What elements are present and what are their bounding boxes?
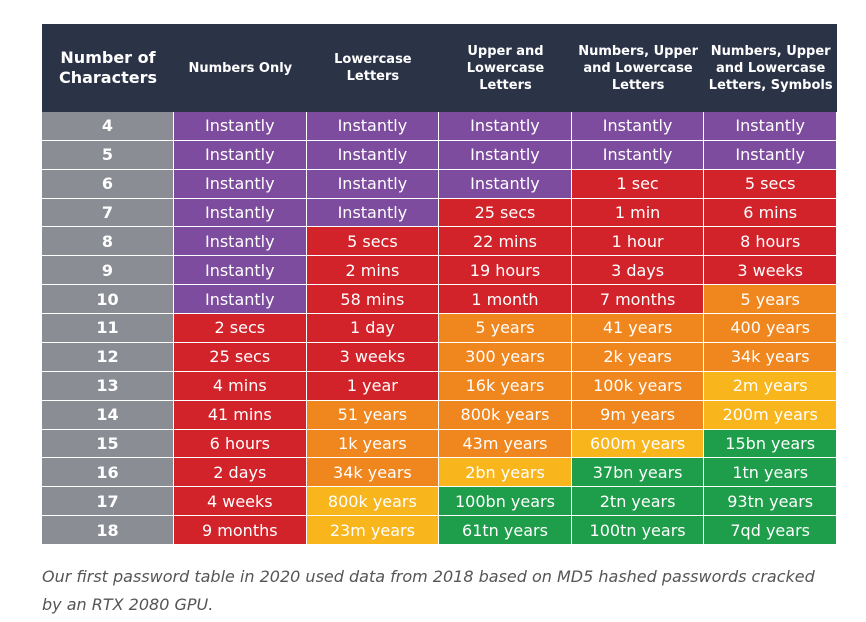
table-cell: Instantly <box>174 198 307 228</box>
caption: Our first password table in 2020 used da… <box>42 567 815 614</box>
table-cell: 7qd years <box>704 516 837 545</box>
table-cell: 800k years <box>306 487 440 517</box>
row-header: 18 <box>42 516 174 545</box>
table-cell: 1 month <box>439 285 572 315</box>
table-cell: 61tn years <box>439 516 572 545</box>
table-cell: 16k years <box>439 371 572 401</box>
table-cell: 100k years <box>571 371 705 401</box>
table-cell: 1 hour <box>571 227 705 257</box>
table-cell: Instantly <box>174 169 307 199</box>
table-cell: 5 years <box>704 285 837 315</box>
table-cell: 300 years <box>439 342 572 372</box>
table-cell: 25 secs <box>174 342 307 372</box>
table-cell: 34k years <box>704 342 837 372</box>
table-cell: 2 secs <box>174 314 307 343</box>
table-cell: 2 mins <box>306 256 440 286</box>
table-cell: 2bn years <box>439 458 572 488</box>
table-cell: 7 months <box>571 285 705 315</box>
table-cell: 4 weeks <box>174 487 307 517</box>
table-cell: 41 years <box>571 314 705 343</box>
column-header: Lowercase Letters <box>306 24 440 112</box>
table-cell: Instantly <box>571 140 705 170</box>
table-cell: 4 mins <box>174 371 307 401</box>
table-cell: Instantly <box>439 140 572 170</box>
row-header: 8 <box>42 227 174 257</box>
table-cell: Instantly <box>704 112 837 141</box>
row-header: 6 <box>42 169 174 199</box>
table-cell: Instantly <box>174 285 307 315</box>
table-cell: 1 day <box>306 314 440 343</box>
table-cell: 2k years <box>571 342 705 372</box>
table-cell: 100bn years <box>439 487 572 517</box>
row-header: 7 <box>42 198 174 228</box>
column-header: Number of Characters <box>42 24 174 112</box>
column-header: Numbers Only <box>174 24 307 112</box>
row-header: 9 <box>42 256 174 286</box>
table-cell: Instantly <box>306 140 440 170</box>
row-header: 12 <box>42 342 174 372</box>
table-cell: Instantly <box>306 112 440 141</box>
table-cell: 1 year <box>306 371 440 401</box>
table-cell: 8 hours <box>704 227 837 257</box>
table-cell: 6 mins <box>704 198 837 228</box>
row-header: 10 <box>42 285 174 315</box>
table-cell: 600m years <box>571 429 705 459</box>
table-cell: 3 weeks <box>306 342 440 372</box>
table-cell: 22 mins <box>439 227 572 257</box>
table-cell: 1 sec <box>571 169 705 199</box>
table-cell: 800k years <box>439 400 572 430</box>
table-cell: 3 weeks <box>704 256 837 286</box>
column-header: Numbers, Upper and Lowercase Letters <box>571 24 705 112</box>
table-cell: 3 days <box>571 256 705 286</box>
table-cell: 34k years <box>306 458 440 488</box>
table-cell: 2 days <box>174 458 307 488</box>
table-cell: 58 mins <box>306 285 440 315</box>
table-cell: 6 hours <box>174 429 307 459</box>
table-cell: Instantly <box>439 169 572 199</box>
table-cell: 1 min <box>571 198 705 228</box>
table-cell: Instantly <box>174 227 307 257</box>
table-cell: 25 secs <box>439 198 572 228</box>
table-cell: Instantly <box>174 256 307 286</box>
table-cell: 1k years <box>306 429 440 459</box>
table-cell: 1tn years <box>704 458 837 488</box>
table-cell: 23m years <box>306 516 440 545</box>
table-cell: Instantly <box>174 112 307 141</box>
table-cell: 9m years <box>571 400 705 430</box>
table-cell: Instantly <box>306 198 440 228</box>
table-cell: 2m years <box>704 371 837 401</box>
table-cell: 5 secs <box>704 169 837 199</box>
row-header: 17 <box>42 487 174 517</box>
column-header: Numbers, Upper and Lowercase Letters, Sy… <box>704 24 837 112</box>
row-header: 5 <box>42 140 174 170</box>
row-header: 4 <box>42 112 174 141</box>
table-cell: 19 hours <box>439 256 572 286</box>
table-cell: 15bn years <box>704 429 837 459</box>
table-cell: 43m years <box>439 429 572 459</box>
table-cell: 100tn years <box>571 516 705 545</box>
table-cell: 51 years <box>306 400 440 430</box>
table-cell: 5 secs <box>306 227 440 257</box>
table-cell: 200m years <box>704 400 837 430</box>
table-cell: Instantly <box>704 140 837 170</box>
table-cell: 400 years <box>704 314 837 343</box>
table-cell: 2tn years <box>571 487 705 517</box>
table-cell: Instantly <box>571 112 705 141</box>
table-cell: Instantly <box>306 169 440 199</box>
table-cell: Instantly <box>439 112 572 141</box>
row-header: 13 <box>42 371 174 401</box>
row-header: 11 <box>42 314 174 343</box>
row-header: 16 <box>42 458 174 488</box>
row-header: 14 <box>42 400 174 430</box>
table-cell: 93tn years <box>704 487 837 517</box>
table-cell: 41 mins <box>174 400 307 430</box>
row-header: 15 <box>42 429 174 459</box>
table-cell: 5 years <box>439 314 572 343</box>
table-cell: Instantly <box>174 140 307 170</box>
column-header: Upper and Lowercase Letters <box>439 24 572 112</box>
password-table: Number of Characters Numbers Only Lowercas… <box>42 24 837 545</box>
table-cell: 9 months <box>174 516 307 545</box>
table-cell: 37bn years <box>571 458 705 488</box>
